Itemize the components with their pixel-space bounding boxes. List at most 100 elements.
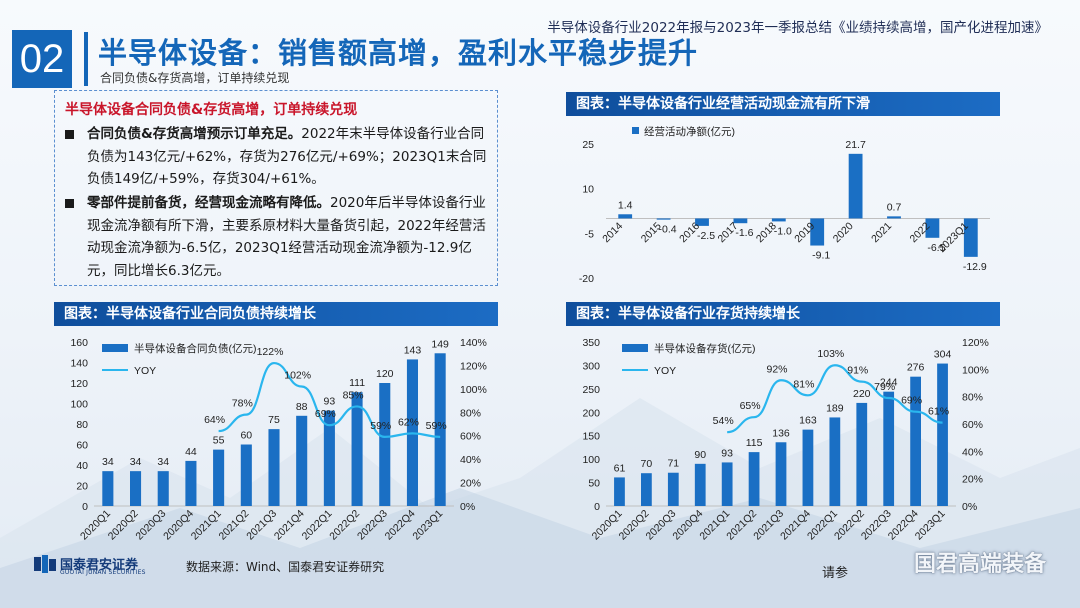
bar: [667, 472, 679, 506]
bar: [296, 415, 308, 506]
logo-mark-icon: [34, 554, 56, 573]
y-tick-label: -20: [579, 273, 594, 285]
section-number: 02: [12, 30, 72, 88]
bullet-bold: 零部件提前备货，经营现金流略有降低。: [87, 195, 330, 211]
legend-swatch: [622, 344, 648, 352]
bar: [775, 442, 787, 506]
y-tick-label: 250: [582, 384, 600, 396]
yoy-label: 122%: [257, 346, 284, 358]
data-label: 44: [185, 446, 197, 458]
bullet-text: 2020年后半导体设备行业现金流净额有所下滑，主要系原材料大量备货引起，2022…: [87, 195, 486, 279]
data-label: 90: [694, 449, 706, 461]
y-tick-label: 150: [582, 431, 600, 443]
data-label: 61: [614, 462, 626, 474]
legend-label: 经营活动净额(亿元): [644, 125, 735, 138]
data-label: 93: [721, 447, 733, 459]
data-label: -1.0: [774, 225, 792, 237]
y2-tick-label: 0%: [962, 501, 977, 513]
data-label: 143: [404, 344, 422, 356]
bar: [351, 392, 363, 506]
y2-tick-label: 80%: [460, 407, 481, 419]
summary-bullet: 零部件提前备货，经营现金流略有降低。2020年后半导体设备行业现金流净额有所下滑…: [65, 192, 491, 282]
data-label: -0.4: [659, 224, 677, 236]
bar: [883, 391, 895, 506]
y2-tick-label: 140%: [460, 337, 487, 349]
data-label: 88: [296, 401, 308, 413]
bar: [618, 214, 633, 219]
data-source: 数据来源：Wind、国泰君安证券研究: [186, 560, 385, 574]
summary-box: 半导体设备合同负债&存货高增，订单持续兑现 合同负债&存货高增预示订单充足。20…: [54, 90, 498, 286]
logo-text-en: GUOTAI JUNAN SECURITIES: [60, 569, 146, 576]
bar: [157, 471, 169, 506]
legend-label: YOY: [654, 365, 676, 377]
yoy-label: 91%: [847, 365, 868, 377]
summary-bullet: 合同负债&存货高增预示订单充足。2022年末半导体设备行业合同负债为143亿元/…: [65, 123, 491, 191]
bar: [323, 410, 335, 506]
bar: [937, 363, 948, 506]
bullet-square-icon: [65, 130, 74, 139]
data-label: 111: [349, 377, 365, 389]
yoy-label: 64%: [204, 414, 225, 426]
y-tick-label: 20: [76, 481, 88, 493]
yoy-label: 92%: [766, 363, 787, 375]
legend-label: 半导体设备存货(亿元): [654, 342, 756, 355]
y-tick-label: 140: [70, 358, 88, 370]
data-label: 34: [157, 456, 169, 468]
bar: [963, 218, 978, 257]
bar: [856, 402, 868, 506]
y-tick-label: -5: [585, 228, 594, 240]
data-label: -2.5: [697, 230, 715, 242]
inventory-chart-title: 图表：半导体设备行业存货持续增长: [566, 302, 1000, 326]
bar: [656, 218, 671, 220]
logo-text: 国泰君安证券: [60, 558, 139, 573]
data-label: 34: [102, 456, 114, 468]
bar: [829, 417, 841, 506]
yoy-label: 69%: [901, 395, 922, 407]
yoy-label: 81%: [793, 378, 814, 390]
bar: [130, 471, 142, 506]
yoy-line: [727, 364, 943, 434]
y-tick-label: 100: [582, 454, 600, 466]
x-tick-label: 2023Q1: [913, 508, 948, 543]
bar: [925, 218, 940, 238]
bar: [694, 463, 706, 506]
data-label: 70: [641, 458, 653, 470]
data-label: -12.9: [963, 261, 987, 273]
bar: [185, 460, 197, 506]
x-tick-label: 2020: [831, 220, 856, 245]
yoy-label: 62%: [398, 416, 419, 428]
x-tick-label: 2021: [869, 220, 894, 245]
y-tick-label: 100: [70, 399, 88, 411]
bar: [695, 218, 709, 226]
y-tick-label: 0: [82, 501, 88, 513]
inventory-chart: 半导体设备存货(亿元) YOY 0 50 100 150 200 250 300 350 0% 20%…: [582, 337, 989, 543]
report-title: 半导体设备行业2022年报与2023年一季报总结《业绩持续高增，国产化进程加速》: [547, 20, 1048, 36]
liabilities-chart: 半导体设备合同负债(亿元) YOY 0 20 40 60 80 100 120 140 160 0% 2…: [70, 337, 487, 543]
yoy-line: [218, 361, 441, 438]
bar: [802, 429, 814, 506]
x-tick-label: 2023Q1: [410, 508, 445, 543]
y-tick-label: 160: [70, 337, 88, 349]
data-label: 34: [130, 456, 142, 468]
bullet-bold: 合同负债&存货高增预示订单充足。: [87, 126, 302, 142]
data-label: 115: [746, 437, 763, 449]
bar: [240, 444, 252, 506]
summary-heading: 半导体设备合同负债&存货高增，订单持续兑现: [65, 102, 358, 118]
bar: [213, 449, 225, 506]
y-tick-label: 350: [582, 337, 600, 349]
y-tick-label: 50: [588, 478, 600, 490]
data-label: 220: [853, 388, 871, 400]
data-label: 276: [907, 362, 925, 374]
data-label: 244: [880, 377, 898, 389]
yoy-label: 59%: [370, 420, 391, 432]
y2-tick-label: 80%: [962, 392, 983, 404]
bar: [379, 383, 391, 506]
y2-tick-label: 100%: [962, 364, 989, 376]
y2-tick-label: 120%: [962, 337, 989, 349]
data-label: 189: [826, 402, 844, 414]
data-label: 163: [799, 415, 817, 427]
y-tick-label: 120: [70, 378, 88, 390]
y-tick-label: 80: [76, 419, 88, 431]
y2-tick-label: 100%: [460, 384, 487, 396]
y-tick-label: 25: [582, 139, 594, 151]
